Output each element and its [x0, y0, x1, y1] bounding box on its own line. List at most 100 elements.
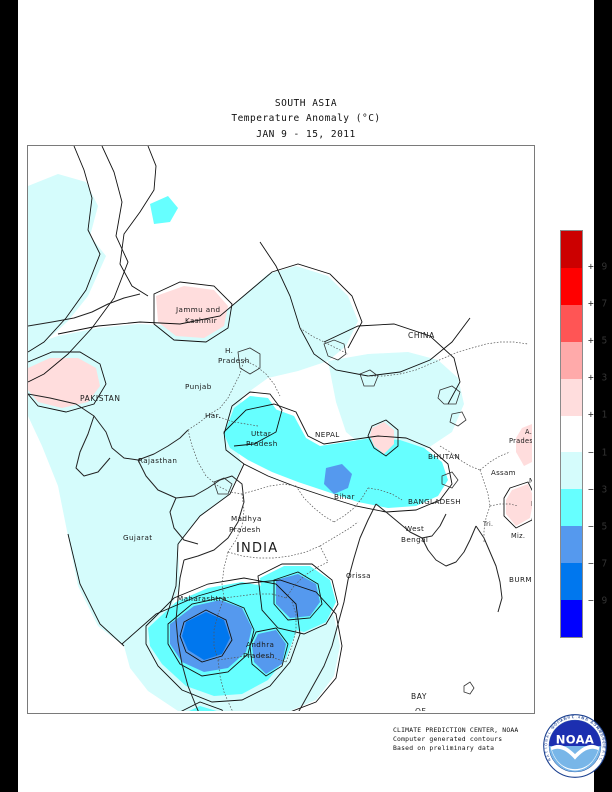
svg-text:H: H [602, 742, 606, 745]
svg-text:T: T [544, 750, 549, 755]
map-title-daterange: JAN 9 - 15, 2011 [256, 129, 356, 140]
svg-text:A: A [545, 734, 550, 738]
colorbar-tick-5: − 1 [588, 447, 609, 459]
svg-text:C: C [598, 757, 603, 761]
svg-text:C: C [572, 715, 575, 719]
colorbar-band-4 [561, 378, 582, 416]
svg-text:C: C [589, 720, 594, 725]
svg-text:I: I [600, 754, 604, 756]
colorbar-band-9 [561, 563, 582, 601]
svg-text:S: S [554, 721, 559, 726]
map-label-assam: Assam [491, 469, 516, 477]
svg-text:S: S [600, 734, 605, 738]
svg-text:N: N [564, 716, 568, 721]
colorbar-band-5 [561, 415, 582, 453]
svg-text:N: N [547, 757, 552, 762]
svg-text:N: N [581, 716, 585, 721]
map-label-west: West [405, 524, 424, 533]
map-title-variable: Temperature Anomaly (°C) [231, 113, 381, 124]
contour-lines [28, 146, 532, 711]
svg-text:U: U [551, 724, 556, 729]
map-label-har: Har. [205, 411, 221, 420]
svg-text:A: A [590, 720, 595, 725]
map-label-gujarat: Gujarat [123, 533, 153, 542]
credits-block: CLIMATE PREDICTION CENTER, NOAA Computer… [393, 726, 518, 753]
map-label-miz: Miz. [511, 532, 525, 540]
state-borders [187, 327, 529, 711]
colorbar-tick-9: − 9 [588, 595, 609, 607]
svg-text:T: T [592, 722, 598, 728]
credit-line-contours: Computer generated contours [393, 735, 503, 744]
svg-text:D: D [559, 718, 564, 723]
svg-text:P: P [567, 716, 570, 720]
map-label-pradesh: Pradesh [243, 651, 275, 660]
colorbar-tick-2: + 5 [588, 335, 609, 347]
map-label-kashmir: Kashmir [185, 316, 217, 325]
svg-text:O: O [544, 743, 548, 746]
svg-text:E: E [602, 746, 606, 748]
map-label-orissa: Orissa [346, 571, 371, 580]
colorbar-tick-4: + 1 [588, 409, 609, 421]
map-label-andhra: Andhra [246, 640, 274, 649]
svg-text:P: P [601, 738, 605, 741]
svg-text:I: I [544, 747, 548, 748]
svg-text:I: I [569, 716, 571, 720]
svg-text:F: F [585, 717, 588, 721]
svg-text:R: R [601, 750, 605, 754]
svg-text:O: O [550, 725, 555, 730]
anomaly-shading [28, 174, 532, 711]
map-label-pradesh: Pradesh [509, 437, 532, 445]
svg-text:C: C [602, 741, 606, 744]
map-label-h: H. [225, 346, 233, 355]
svg-text:E: E [602, 745, 606, 747]
svg-text:D: D [585, 717, 589, 722]
map-label-china: CHINA [408, 331, 435, 340]
svg-text:L: L [547, 731, 551, 735]
svg-text:A: A [578, 715, 582, 719]
svg-text:R: R [601, 737, 606, 741]
svg-text:E: E [556, 720, 560, 725]
map-label-bhutan: BHUTAN [428, 452, 460, 461]
svg-text:M: M [595, 726, 600, 731]
svg-text:E: E [599, 733, 604, 737]
svg-text:O: O [598, 730, 603, 735]
map-label-burma: BURMA [509, 575, 532, 584]
lakes-islands [213, 339, 475, 695]
map-label-bay: BAY [411, 692, 427, 701]
colorbar-band-10 [561, 600, 582, 637]
map-label-pradesh: Pradesh [229, 525, 261, 534]
svg-text:E: E [563, 717, 567, 722]
colorbar-tick-6: − 3 [588, 484, 609, 496]
map-label-madhya: Madhya [231, 514, 262, 523]
map-label-bengal: Bengal [401, 535, 428, 544]
colorbar-tick-7: − 5 [588, 521, 609, 533]
colorbar-band-2 [561, 304, 582, 342]
noaa-logo-text: NOAA [556, 732, 594, 746]
svg-text:A: A [560, 718, 564, 723]
colorbar-tick-8: − 7 [588, 558, 609, 570]
colorbar-tick-3: + 3 [588, 372, 609, 384]
colorbar-band-1 [561, 267, 582, 305]
svg-text:T: T [570, 715, 574, 719]
map-label-tri: Tri. [482, 521, 493, 528]
map-label-india: INDIA [236, 541, 278, 556]
map-title-region: SOUTH ASIA [274, 98, 338, 109]
map-sheet: SOUTH ASIA Temperature Anomaly (°C) JAN … [18, 0, 607, 792]
colorbar-band-8 [561, 526, 582, 564]
svg-text:N: N [544, 738, 548, 742]
svg-text:A: A [545, 754, 550, 758]
map-label-pradesh: Pradesh [246, 439, 278, 448]
map-label-jammu-and: Jammu and [175, 305, 221, 314]
map-frame: PAKISTAN Jammu and Kashmir H. Pradesh Punjab H… [27, 145, 535, 714]
map-label-maharashtra: Maharashtra [177, 594, 227, 603]
svg-text:O: O [581, 716, 585, 721]
map-label-pakistan: PAKISTAN [80, 394, 121, 403]
map-label-nepal: NEPAL [315, 430, 340, 439]
colorbar-band-0 [561, 231, 582, 268]
svg-text:C: C [553, 722, 558, 727]
svg-text:M: M [597, 729, 602, 734]
colorbar-tick-1: + 7 [588, 298, 609, 310]
